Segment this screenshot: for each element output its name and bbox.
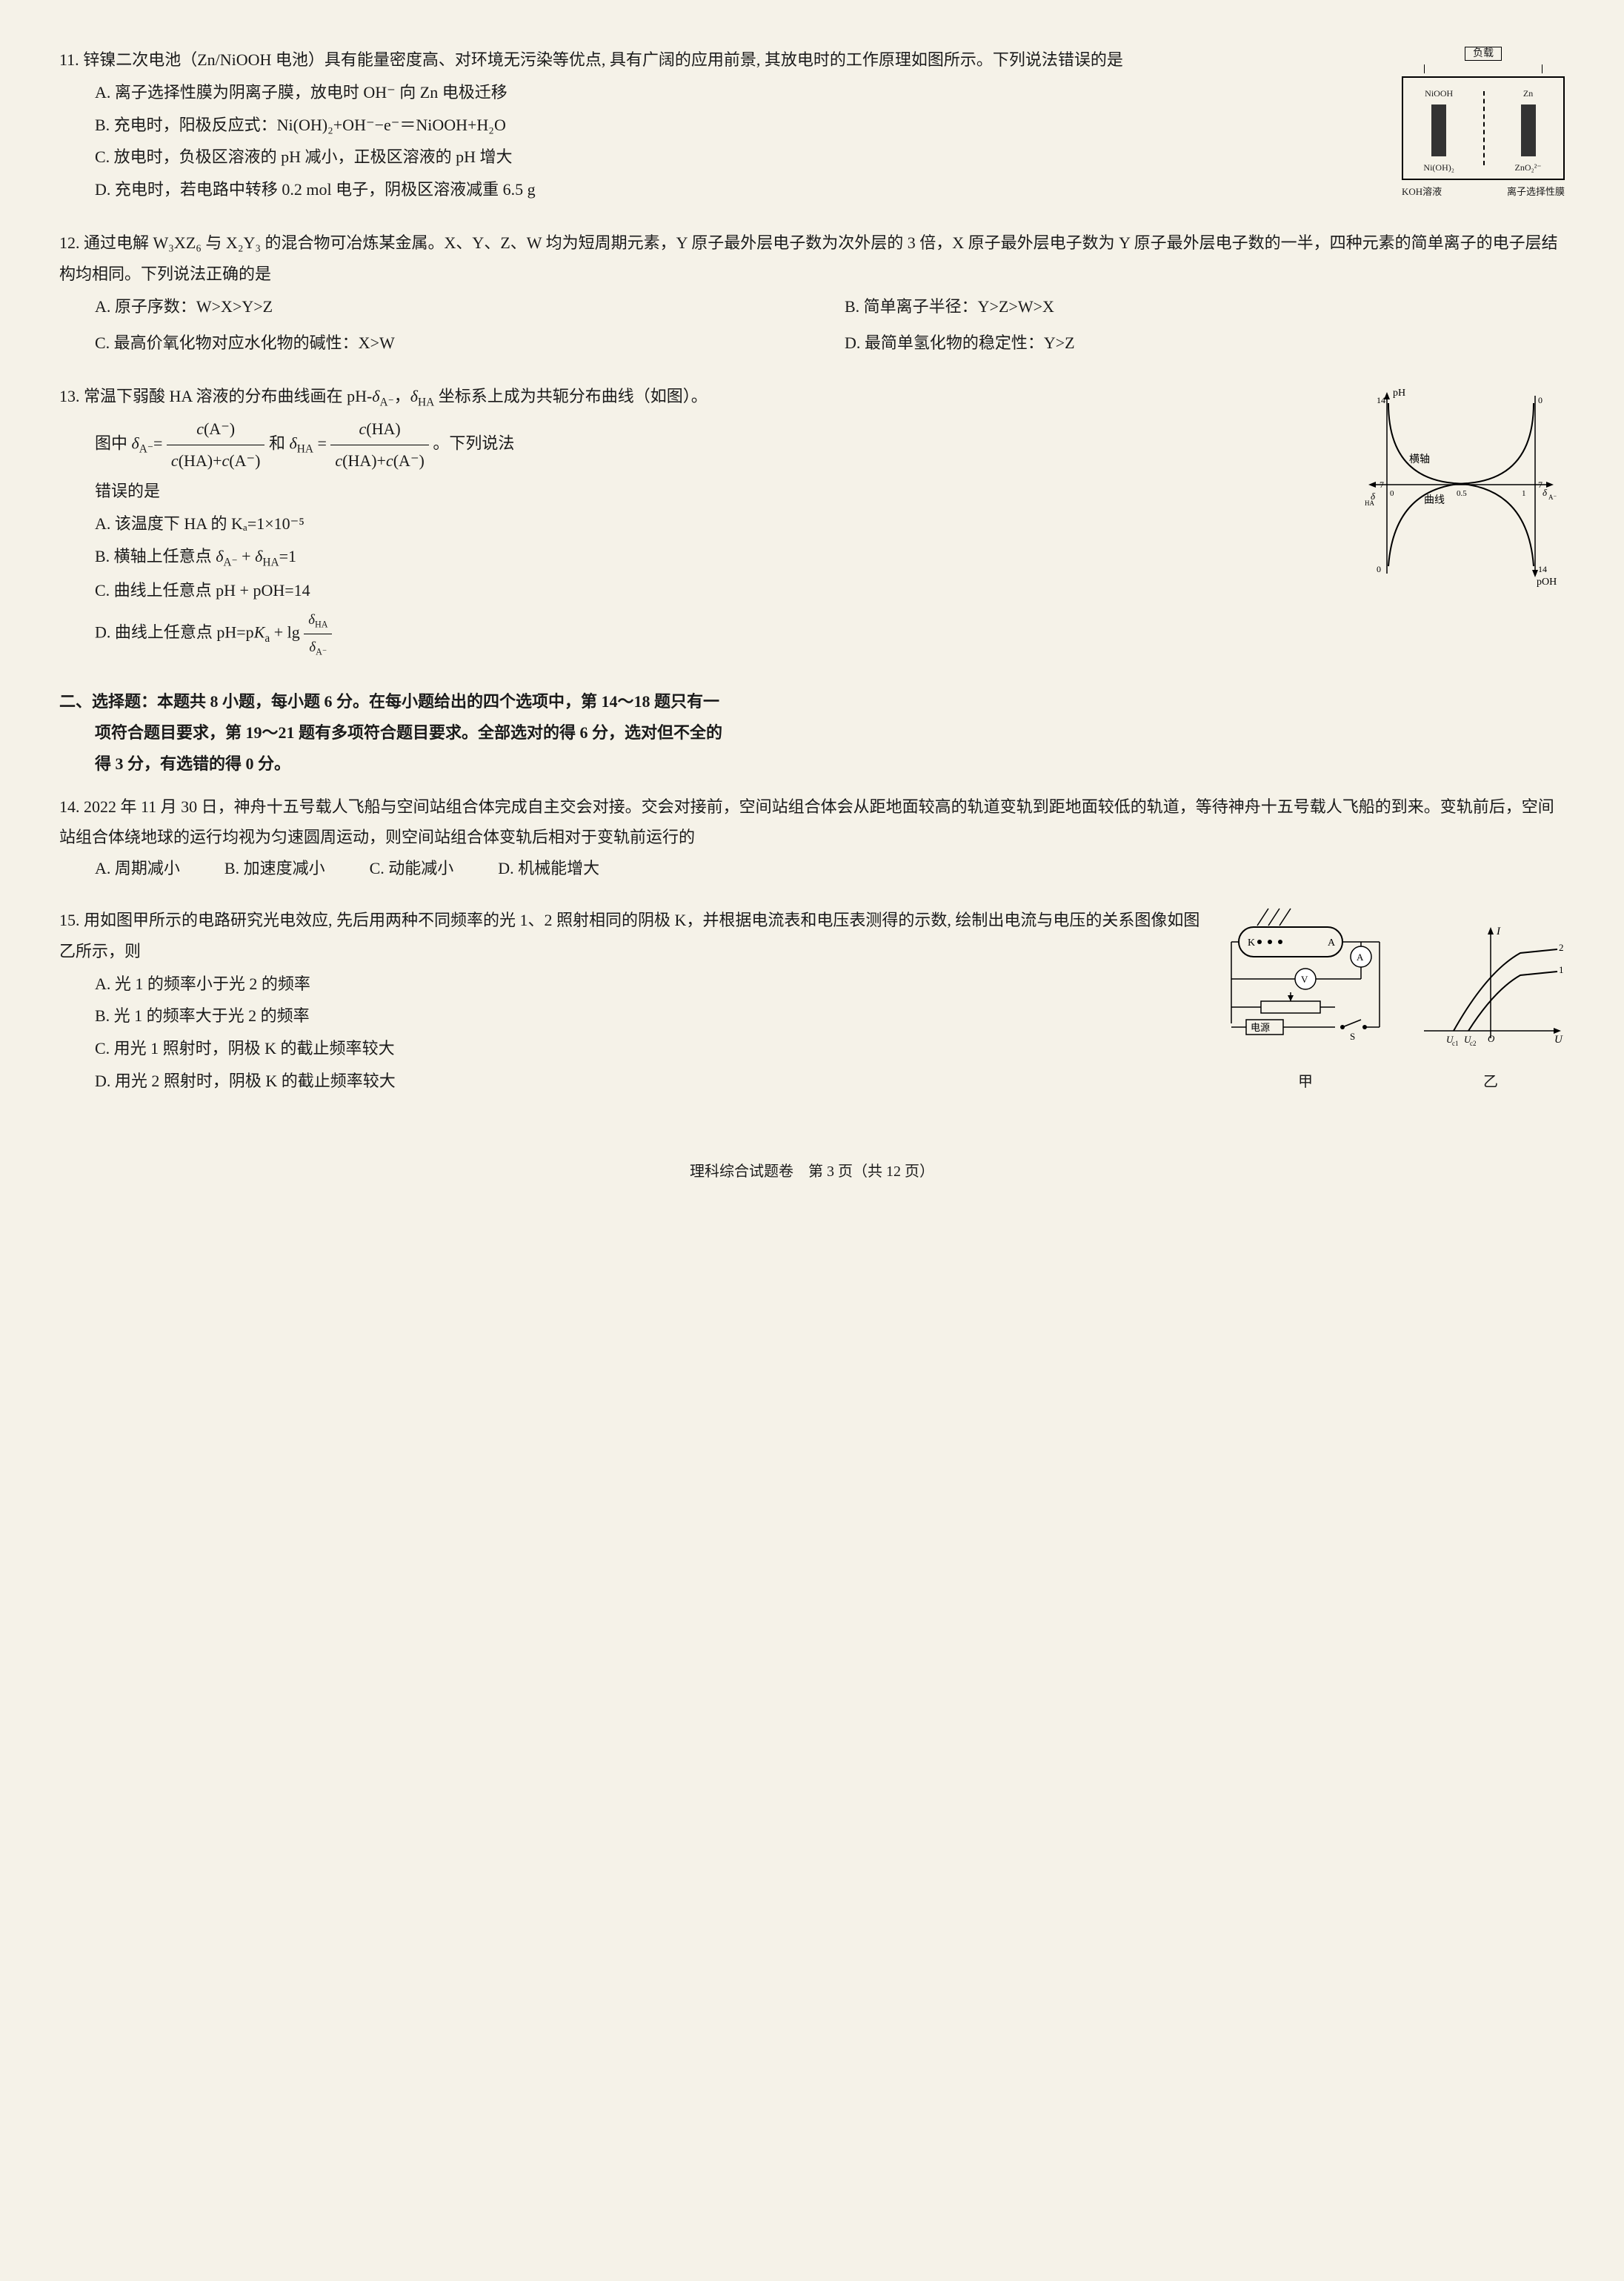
page-footer: 理科综合试题卷 第 3 页（共 12 页） xyxy=(59,1158,1565,1186)
svg-text:c2: c2 xyxy=(1470,1040,1477,1047)
q11-option-d: D. 充电时，若电路中转移 0.2 mol 电子，阴极区溶液减重 6.5 g xyxy=(95,174,1387,205)
question-13: 13. 常温下弱酸 HA 溶液的分布曲线画在 pH-δA⁻，δHA 坐标系上成为… xyxy=(59,381,1565,663)
svg-text:c1: c1 xyxy=(1452,1040,1459,1047)
svg-text:电源: 电源 xyxy=(1251,1022,1270,1033)
svg-text:横轴: 横轴 xyxy=(1409,454,1430,465)
load-label: 负载 xyxy=(1465,47,1502,61)
q15-number: 15. xyxy=(59,911,80,929)
svg-text:1: 1 xyxy=(1559,964,1564,975)
q13-option-a: A. 该温度下 HA 的 Kₐ=1×10⁻⁵ xyxy=(95,508,1342,539)
svg-text:1: 1 xyxy=(1522,489,1526,498)
section-2-header: 二、选择题：本题共 8 小题，每小题 6 分。在每小题给出的四个选项中，第 14… xyxy=(59,686,1565,779)
question-15: 15. 用如图甲所示的电路研究光电效应, 先后用两种不同频率的光 1、2 照射相… xyxy=(59,905,1565,1098)
q14-option-d: D. 机械能增大 xyxy=(498,853,599,884)
svg-text:A: A xyxy=(1357,952,1364,963)
q13-option-c: C. 曲线上任意点 pH + pOH=14 xyxy=(95,575,1342,606)
section2-line2: 项符合题目要求，第 19～21 题有多项符合题目要求。全部选对的得 6 分，选对… xyxy=(95,717,1565,748)
svg-text:2: 2 xyxy=(1559,942,1564,953)
question-12: 12. 通过电解 W₃XZ₆ 与 X₂Y₃ 的混合物可冶炼某金属。X、Y、Z、W… xyxy=(59,228,1565,360)
q12-option-d: D. 最简单氢化物的稳定性：Y>Z xyxy=(845,328,1565,359)
q14-option-a: A. 周期减小 xyxy=(95,853,180,884)
q13-option-b: B. 横轴上任意点 δA⁻ + δHA=1 xyxy=(95,541,1342,574)
q15-option-d: D. 用光 2 照射时，阴极 K 的截止频率较大 xyxy=(95,1066,1202,1097)
q14-option-b: B. 加速度减小 xyxy=(224,853,325,884)
section2-line3: 得 3 分，有选错的得 0 分。 xyxy=(95,748,1565,780)
svg-text:14: 14 xyxy=(1538,564,1547,574)
q12-option-b: B. 简单离子半径：Y>Z>W>X xyxy=(845,291,1565,322)
svg-text:I: I xyxy=(1496,926,1501,937)
fig-yi-label: 乙 xyxy=(1417,1068,1565,1096)
q14-stem: 2022 年 11 月 30 日，神舟十五号载人飞船与空间站组合体完成自主交会对… xyxy=(59,797,1554,847)
q14-number: 14. xyxy=(59,797,80,816)
svg-text:HA: HA xyxy=(1365,499,1374,507)
q11-figure: 负载 NiOOH Ni(OH)₂ Zn ZnO₂²⁻ xyxy=(1402,44,1565,201)
q12-option-a: A. 原子序数：W>X>Y>Z xyxy=(95,291,815,322)
svg-text:δ: δ xyxy=(1543,487,1548,498)
q15-figures: K A A xyxy=(1217,905,1565,1096)
svg-text:7: 7 xyxy=(1380,479,1384,490)
svg-text:pOH: pOH xyxy=(1537,577,1557,588)
svg-text:A: A xyxy=(1328,937,1336,949)
q13-graph: pH 14 7 0 7 0 14 0.5 1 0 δ A⁻ δ HA pOH 横… xyxy=(1357,381,1565,599)
membrane-label: 离子选择性膜 xyxy=(1507,183,1565,202)
svg-text:S: S xyxy=(1350,1031,1355,1042)
q13-stem-b: 坐标系上成为共轭分布曲线（如图）。 xyxy=(439,387,708,405)
q12-option-c: C. 最高价氧化物对应水化物的碱性：X>W xyxy=(95,328,815,359)
q15-option-a: A. 光 1 的频率小于光 2 的频率 xyxy=(95,969,1202,1000)
q11-stem: 锌镍二次电池（Zn/NiOOH 电池）具有能量密度高、对环境无污染等优点, 具有… xyxy=(83,50,1123,69)
q13-formula-intro: 图中 xyxy=(95,434,132,452)
svg-text:0: 0 xyxy=(1390,489,1394,498)
svg-text:V: V xyxy=(1301,974,1308,985)
q13-err: 错误的是 xyxy=(95,476,1342,507)
q11-option-c: C. 放电时，负极区溶液的 pH 减小，正极区溶液的 pH 增大 xyxy=(95,142,1387,173)
zno-label: ZnO₂²⁻ xyxy=(1514,159,1543,176)
q15-option-c: C. 用光 1 照射时，阴极 K 的截止频率较大 xyxy=(95,1033,1202,1064)
nioh2-label: Ni(OH)₂ xyxy=(1423,159,1454,176)
q11-option-a: A. 离子选择性膜为阴离子膜，放电时 OH⁻ 向 Zn 电极迁移 xyxy=(95,77,1387,108)
q11-number: 11. xyxy=(59,50,79,69)
svg-text:曲线: 曲线 xyxy=(1424,494,1445,506)
q13-stem-a: 常温下弱酸 HA 溶液的分布曲线画在 pH- xyxy=(84,387,372,405)
circuit-diagram: K A A xyxy=(1217,905,1394,1053)
q11-option-b: B. 充电时，阳极反应式：Ni(OH)₂+OH⁻−e⁻＝NiOOH+H₂O xyxy=(95,110,1387,141)
svg-text:K: K xyxy=(1248,937,1255,949)
q13-option-d: D. 曲线上任意点 pH=pKa + lg δHAδA⁻ xyxy=(95,607,1342,661)
svg-text:0: 0 xyxy=(1538,395,1543,405)
koh-label: KOH溶液 xyxy=(1402,183,1442,202)
svg-text:14: 14 xyxy=(1377,395,1385,405)
svg-text:0.5: 0.5 xyxy=(1457,489,1467,498)
fig-jia-label: 甲 xyxy=(1217,1068,1394,1096)
q12-number: 12. xyxy=(59,233,80,252)
q14-option-c: C. 动能减小 xyxy=(370,853,454,884)
niooh-label: NiOOH xyxy=(1423,85,1454,102)
q15-option-b: B. 光 1 的频率大于光 2 的频率 xyxy=(95,1000,1202,1032)
q13-number: 13. xyxy=(59,387,80,405)
svg-text:0: 0 xyxy=(1377,564,1381,574)
svg-text:pH: pH xyxy=(1393,388,1405,399)
section2-line1: 二、选择题：本题共 8 小题，每小题 6 分。在每小题给出的四个选项中，第 14… xyxy=(59,692,719,711)
question-11: 11. 锌镍二次电池（Zn/NiOOH 电池）具有能量密度高、对环境无污染等优点… xyxy=(59,44,1565,207)
zn-label: Zn xyxy=(1514,85,1543,102)
svg-text:O: O xyxy=(1488,1033,1495,1044)
q13-formula-end: 。下列说法 xyxy=(433,434,514,452)
q12-stem: 通过电解 W₃XZ₆ 与 X₂Y₃ 的混合物可冶炼某金属。X、Y、Z、W 均为短… xyxy=(59,233,1558,283)
iv-graph: 2 1 I U O U c1 U c2 xyxy=(1417,920,1565,1053)
svg-text:A⁻: A⁻ xyxy=(1548,494,1557,501)
q15-stem: 用如图甲所示的电路研究光电效应, 先后用两种不同频率的光 1、2 照射相同的阴极… xyxy=(59,911,1199,960)
svg-text:U: U xyxy=(1554,1034,1563,1046)
question-14: 14. 2022 年 11 月 30 日，神舟十五号载人飞船与空间站组合体完成自… xyxy=(59,791,1565,884)
